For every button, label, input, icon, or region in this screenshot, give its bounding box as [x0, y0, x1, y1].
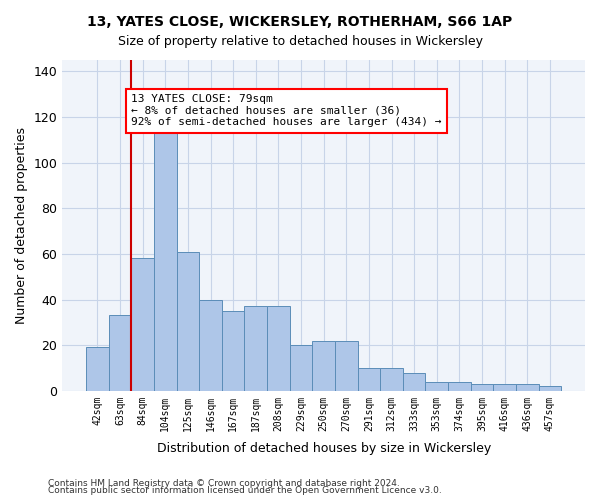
- Bar: [425, 382, 448, 391]
- Bar: [199, 300, 222, 391]
- Bar: [290, 345, 313, 391]
- Bar: [86, 348, 109, 391]
- Bar: [403, 372, 425, 391]
- X-axis label: Distribution of detached houses by size in Wickersley: Distribution of detached houses by size …: [157, 442, 491, 455]
- Bar: [131, 258, 154, 391]
- Text: Contains public sector information licensed under the Open Government Licence v3: Contains public sector information licen…: [48, 486, 442, 495]
- Bar: [154, 128, 176, 391]
- Bar: [516, 384, 539, 391]
- Bar: [313, 340, 335, 391]
- Bar: [222, 311, 244, 391]
- Bar: [358, 368, 380, 391]
- Bar: [335, 340, 358, 391]
- Bar: [109, 316, 131, 391]
- Bar: [448, 382, 471, 391]
- Bar: [471, 384, 493, 391]
- Text: 13, YATES CLOSE, WICKERSLEY, ROTHERHAM, S66 1AP: 13, YATES CLOSE, WICKERSLEY, ROTHERHAM, …: [88, 15, 512, 29]
- Bar: [244, 306, 267, 391]
- Bar: [539, 386, 561, 391]
- Y-axis label: Number of detached properties: Number of detached properties: [15, 127, 28, 324]
- Bar: [380, 368, 403, 391]
- Text: Size of property relative to detached houses in Wickersley: Size of property relative to detached ho…: [118, 35, 482, 48]
- Bar: [176, 252, 199, 391]
- Bar: [493, 384, 516, 391]
- Text: Contains HM Land Registry data © Crown copyright and database right 2024.: Contains HM Land Registry data © Crown c…: [48, 478, 400, 488]
- Bar: [267, 306, 290, 391]
- Text: 13 YATES CLOSE: 79sqm
← 8% of detached houses are smaller (36)
92% of semi-detac: 13 YATES CLOSE: 79sqm ← 8% of detached h…: [131, 94, 442, 128]
